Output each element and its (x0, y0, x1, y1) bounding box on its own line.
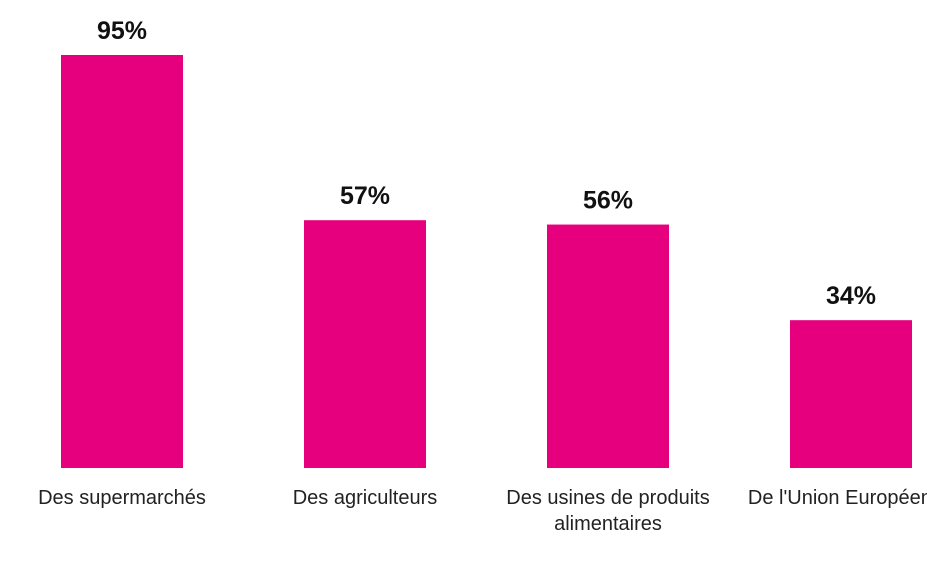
bar (61, 55, 183, 468)
value-label: 57% (340, 182, 390, 210)
category-label: Des agriculteurs (292, 487, 438, 509)
value-label: 56% (583, 187, 633, 215)
category-label: Des supermarchés (38, 487, 206, 509)
value-label: 34% (826, 282, 876, 310)
category-label: Des usines de produits alimentaires (506, 487, 710, 535)
bar (304, 220, 426, 468)
bar (547, 224, 669, 468)
category-label: De l'Union Européenne (747, 487, 927, 509)
value-label: 95% (97, 17, 147, 45)
bar (790, 320, 912, 468)
